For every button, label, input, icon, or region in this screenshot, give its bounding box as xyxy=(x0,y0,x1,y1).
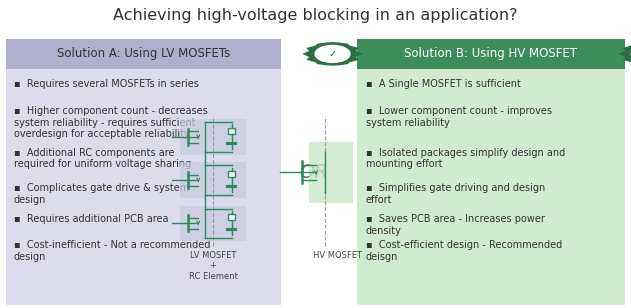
Text: ✓: ✓ xyxy=(329,49,336,59)
FancyBboxPatch shape xyxy=(228,128,235,134)
FancyBboxPatch shape xyxy=(180,206,246,241)
FancyBboxPatch shape xyxy=(6,69,281,305)
FancyBboxPatch shape xyxy=(357,69,625,305)
FancyBboxPatch shape xyxy=(6,38,281,69)
Text: OR: OR xyxy=(299,163,328,182)
Text: ▪  Complicates gate drive & system
design: ▪ Complicates gate drive & system design xyxy=(14,183,189,205)
Circle shape xyxy=(315,45,350,63)
Text: LV MOSFET
+
RC Element: LV MOSFET + RC Element xyxy=(189,251,237,281)
Text: ▪  Simplifies gate driving and design
effort: ▪ Simplifies gate driving and design eff… xyxy=(366,183,545,205)
Text: ▪  A Single MOSFET is sufficient: ▪ A Single MOSFET is sufficient xyxy=(366,79,521,88)
Text: ▪  Lower component count - improves
system reliability: ▪ Lower component count - improves syste… xyxy=(366,106,552,128)
Text: ▪  Higher component count - decreases
system reliability - requires sufficient
o: ▪ Higher component count - decreases sys… xyxy=(14,106,208,140)
Text: ▪  Cost-efficient design - Recommended
deisgn: ▪ Cost-efficient design - Recommended de… xyxy=(366,240,562,262)
Polygon shape xyxy=(302,42,363,66)
FancyBboxPatch shape xyxy=(228,171,235,177)
FancyBboxPatch shape xyxy=(309,142,353,203)
Text: Solution B: Using HV MOSFET: Solution B: Using HV MOSFET xyxy=(404,47,577,60)
Text: ▪  Requires several MOSFETs in series: ▪ Requires several MOSFETs in series xyxy=(14,79,199,88)
Text: ▪  Isolated packages simplify design and
mounting effort: ▪ Isolated packages simplify design and … xyxy=(366,148,565,169)
FancyBboxPatch shape xyxy=(180,119,246,155)
FancyBboxPatch shape xyxy=(180,163,246,198)
Text: ▪  Requires additional PCB area: ▪ Requires additional PCB area xyxy=(14,214,168,224)
Text: ▪  Saves PCB area - Increases power
density: ▪ Saves PCB area - Increases power densi… xyxy=(366,214,545,236)
Text: ▪  Cost-inefficient - Not a recommended
design: ▪ Cost-inefficient - Not a recommended d… xyxy=(14,240,210,262)
Polygon shape xyxy=(618,42,631,66)
Text: ▪  Additional RC components are
required for uniform voltage sharing: ▪ Additional RC components are required … xyxy=(14,148,191,169)
FancyBboxPatch shape xyxy=(228,214,235,221)
FancyBboxPatch shape xyxy=(357,38,625,69)
Text: Achieving high-voltage blocking in an application?: Achieving high-voltage blocking in an ap… xyxy=(113,8,518,23)
Text: HV MOSFET: HV MOSFET xyxy=(313,251,362,260)
Text: Solution A: Using LV MOSFETs: Solution A: Using LV MOSFETs xyxy=(57,47,230,60)
